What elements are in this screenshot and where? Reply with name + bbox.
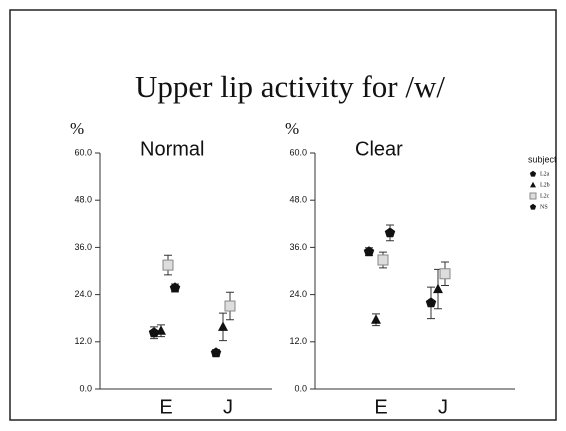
y-tick-label: 36.0 [289,242,307,252]
y-tick-label: 48.0 [289,195,307,205]
marker [224,300,236,312]
x-tick-label: J [223,396,233,418]
legend-marker [529,203,537,210]
panel-title: Normal [140,138,204,160]
legend-marker [529,192,537,200]
marker [433,283,443,294]
marker [371,314,381,324]
marker [162,259,174,271]
y-axis-label: % [70,119,84,138]
legend-label: L2a [540,171,550,177]
x-tick-label: E [159,396,172,418]
legend-label: L2c [540,193,550,199]
slide-border [9,9,557,421]
marker [363,246,375,257]
legend-label: L2b [540,182,550,188]
marker [384,227,396,238]
marker [210,347,222,358]
marker [169,282,181,293]
legend-marker [530,181,536,188]
y-tick-label: 0.0 [79,383,92,393]
legend-label: NS [540,204,548,210]
x-tick-label: J [438,396,448,418]
y-tick-label: 24.0 [74,289,92,299]
marker [425,297,437,308]
marker [218,321,228,331]
legend-title: subject [528,154,557,164]
y-tick-label: 24.0 [289,289,307,299]
y-tick-label: 48.0 [74,195,92,205]
legend-marker [529,170,537,177]
y-axis-label: % [285,119,299,138]
marker [439,268,451,280]
panel-title: Clear [355,138,403,160]
y-tick-label: 12.0 [289,336,307,346]
y-tick-label: 12.0 [74,336,92,346]
marker [156,325,166,335]
marker [377,254,389,266]
y-tick-label: 0.0 [294,383,307,393]
y-tick-label: 60.0 [74,147,92,157]
x-tick-label: E [374,396,387,418]
y-tick-label: 36.0 [74,242,92,252]
slide-title: Upper lip activity for /w/ [135,69,445,104]
y-tick-label: 60.0 [289,147,307,157]
